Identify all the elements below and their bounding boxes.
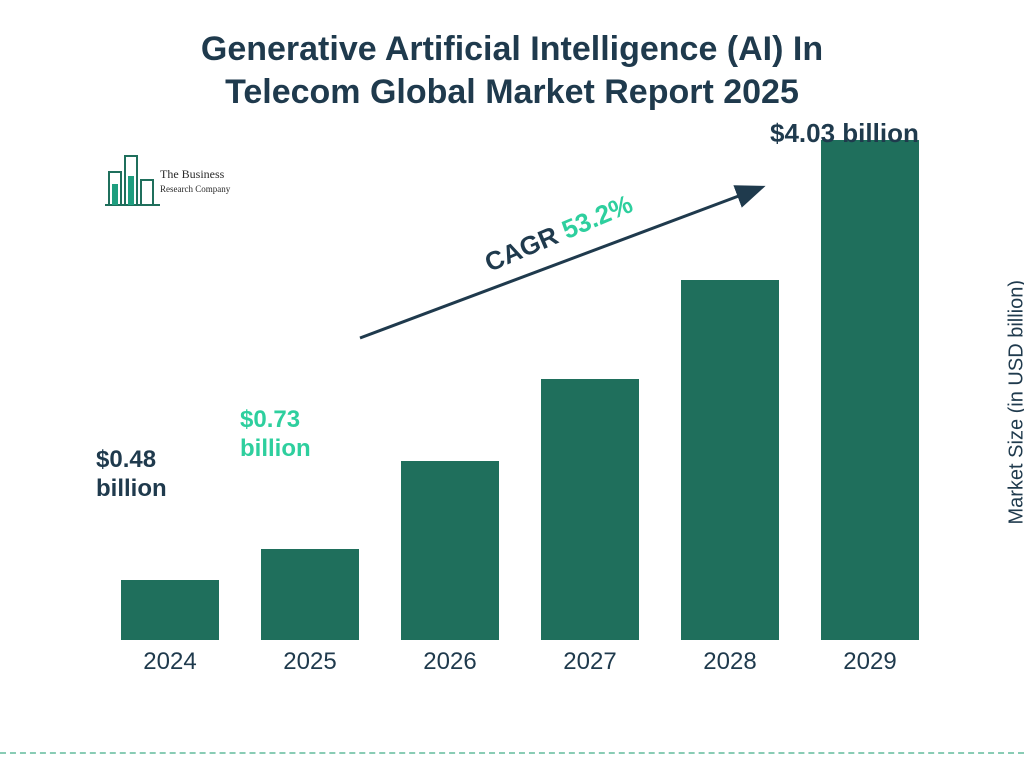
data-label: $4.03 billion bbox=[770, 118, 919, 149]
bar-slot: 2028 bbox=[660, 140, 800, 640]
y-axis-label: Market Size (in USD billion) bbox=[1006, 280, 1024, 525]
x-axis-label: 2026 bbox=[380, 648, 520, 676]
bar bbox=[261, 549, 359, 640]
bottom-divider bbox=[0, 752, 1024, 754]
bar-slot: 2026 bbox=[380, 140, 520, 640]
bar-slot: 2029 bbox=[800, 140, 940, 640]
chart-area: 202420252026202720282029 bbox=[100, 140, 940, 680]
data-label: $0.48 billion bbox=[96, 446, 167, 504]
x-axis-label: 2027 bbox=[520, 648, 660, 676]
data-label: $0.73 billion bbox=[240, 406, 311, 464]
chart-title: Generative Artificial Intelligence (AI) … bbox=[0, 28, 1024, 113]
bar-slot: 2027 bbox=[520, 140, 660, 640]
x-axis-label: 2024 bbox=[100, 648, 240, 676]
bar bbox=[821, 140, 919, 640]
bar-container: 202420252026202720282029 bbox=[100, 140, 940, 640]
bar-slot: 2025 bbox=[240, 140, 380, 640]
bar bbox=[121, 580, 219, 640]
bar bbox=[541, 379, 639, 640]
x-axis-label: 2028 bbox=[660, 648, 800, 676]
x-axis-label: 2025 bbox=[240, 648, 380, 676]
x-axis-label: 2029 bbox=[800, 648, 940, 676]
bar bbox=[681, 280, 779, 640]
bar bbox=[401, 461, 499, 640]
bar-slot: 2024 bbox=[100, 140, 240, 640]
